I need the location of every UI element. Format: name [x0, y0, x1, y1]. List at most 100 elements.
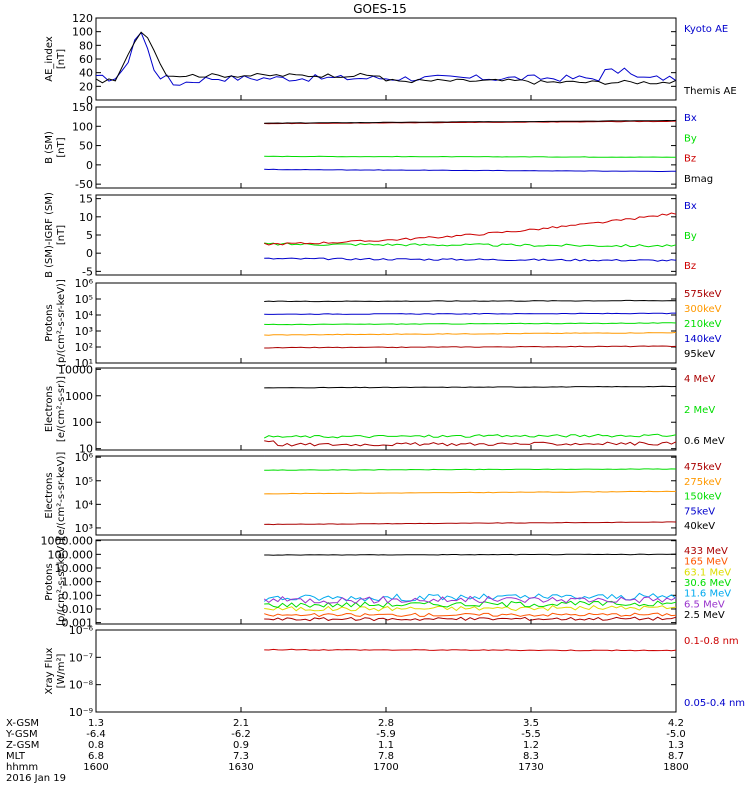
x-axis-value: 0.8	[88, 740, 104, 751]
series-line	[264, 168, 677, 172]
series-line	[263, 592, 677, 602]
y-tick-label: 120	[72, 12, 93, 25]
plot-title: GOES-15	[353, 2, 407, 16]
series-line	[264, 604, 677, 612]
legend-entry: 63.1 MeV	[684, 567, 731, 578]
y-tick-label: 0	[86, 159, 93, 172]
legend-entry: 150keV	[684, 492, 722, 503]
legend-entry: By	[684, 231, 697, 242]
y-tick-label: 100.000	[48, 548, 94, 561]
x-axis-value: 0.9	[233, 740, 249, 751]
y-axis-label: Electrons	[44, 472, 55, 518]
series-line	[264, 322, 677, 326]
series-line	[264, 385, 677, 389]
x-axis-row-label: hhmm	[6, 762, 38, 773]
series-line	[264, 440, 677, 447]
y-tick-label: 10⁵	[75, 293, 93, 306]
plot-date: 2016 Jan 19	[6, 773, 66, 784]
series-line	[264, 257, 677, 262]
panel-electrons_low: 10³ 10⁴ 10⁵ 10⁶ Electrons [e/(cm²-s-sr-keV)] 4…	[44, 451, 722, 539]
panel-b_sm: -50 0 50 100 150 B (SM) [nT] Bx By Bz Bmag	[44, 101, 713, 191]
y-tick-label: 1000	[65, 390, 93, 403]
legend-entry: 2 MeV	[684, 405, 715, 416]
series-line	[263, 595, 677, 604]
x-axis-annotation: X-GSM 1.3 2.1 2.8 3.5 4.2 Y-GSM -6.4 -6.2 -5.9 -5.…	[5, 718, 689, 784]
y-axis-label: [W/m²]	[56, 653, 67, 688]
x-axis-value: 6.8	[88, 751, 104, 762]
x-axis-value: 1.2	[523, 740, 539, 751]
y-tick-label: 0	[86, 94, 93, 107]
y-axis-label: [p/(cm²-s-sr-keV)]	[56, 279, 67, 367]
series-line	[264, 212, 677, 246]
series-line	[264, 612, 677, 618]
x-axis-value: -6.4	[86, 729, 106, 740]
legend-entry: 4 MeV	[684, 374, 715, 385]
y-tick-label: 10	[79, 443, 93, 456]
series-line	[264, 155, 677, 158]
y-tick-label: 10000	[58, 363, 93, 376]
panel-frame	[95, 539, 677, 625]
series-line	[264, 331, 677, 336]
legend-entry: 433 MeV	[684, 546, 728, 557]
legend-entry: 6.5 MeV	[684, 599, 725, 610]
y-axis-label: [nT]	[56, 225, 67, 245]
legend-entry: 140keV	[684, 334, 722, 345]
x-axis-value: -5.5	[521, 729, 541, 740]
legend-entry: 75keV	[684, 506, 715, 517]
x-axis-value: 1800	[663, 762, 688, 773]
y-tick-label: 100	[72, 120, 93, 133]
legend-entry: Bmag	[684, 174, 713, 185]
y-axis-label: [nT]	[56, 49, 67, 69]
series-line	[264, 299, 677, 303]
x-axis-value: -5.0	[666, 729, 686, 740]
legend-entry: 300keV	[684, 304, 722, 315]
y-tick-label: 10⁴	[75, 498, 94, 511]
x-axis-row-label: X-GSM	[6, 718, 39, 729]
y-tick-label: -50	[75, 178, 93, 191]
y-axis-label: [e/(cm²-s-sr-keV)]	[56, 452, 67, 540]
legend-entry: 0.6 MeV	[684, 436, 725, 447]
x-axis-value: 1600	[83, 762, 108, 773]
series-line	[264, 242, 677, 248]
series-line	[264, 521, 677, 526]
x-axis-value: 8.7	[668, 751, 684, 762]
y-axis-label: B (SM)-IGRF (SM)	[44, 192, 55, 278]
series-line	[264, 616, 677, 622]
x-axis-value: 8.3	[523, 751, 539, 762]
series-line	[95, 31, 677, 85]
x-axis-value: 1.3	[88, 718, 104, 729]
legend-entry: Bz	[684, 261, 696, 272]
series-line	[264, 312, 676, 315]
y-tick-label: 10⁻⁹	[69, 706, 93, 719]
legend-entry: 11.6 MeV	[684, 589, 731, 600]
x-axis-value: -5.9	[376, 729, 396, 740]
legend-entry: Bx	[684, 113, 697, 124]
y-tick-label: 1000.000	[41, 535, 94, 548]
y-tick-label: 10.000	[55, 562, 94, 575]
y-tick-label: 0.001	[62, 617, 94, 630]
y-tick-label: 10³	[75, 325, 93, 338]
legend-entry: 210keV	[684, 319, 722, 330]
x-axis-value: 1730	[518, 762, 543, 773]
y-tick-label: 10³	[75, 522, 93, 535]
legend-entry: Bz	[684, 154, 696, 165]
y-tick-label: 10¹	[75, 357, 93, 370]
y-axis-label: Electrons	[44, 386, 55, 432]
panel-frame	[95, 17, 677, 101]
x-axis-value: 1630	[228, 762, 253, 773]
y-tick-label: 10⁻⁸	[69, 679, 94, 692]
y-tick-label: 10	[79, 211, 93, 224]
y-axis-label: [nT]	[56, 137, 67, 157]
y-tick-label: 10²	[75, 341, 93, 354]
y-tick-label: 1.000	[62, 576, 94, 589]
x-axis-value: 7.3	[233, 751, 249, 762]
panel-frame	[95, 194, 677, 276]
legend-entry: By	[684, 133, 697, 144]
legend-entry: Bx	[684, 201, 697, 212]
legend-entry: 165 MeV	[684, 557, 728, 568]
y-tick-label: 50	[79, 140, 93, 153]
y-tick-label: -5	[82, 265, 93, 278]
series-line	[264, 345, 677, 349]
legend-entry: 0.05-0.4 nm	[684, 698, 745, 709]
